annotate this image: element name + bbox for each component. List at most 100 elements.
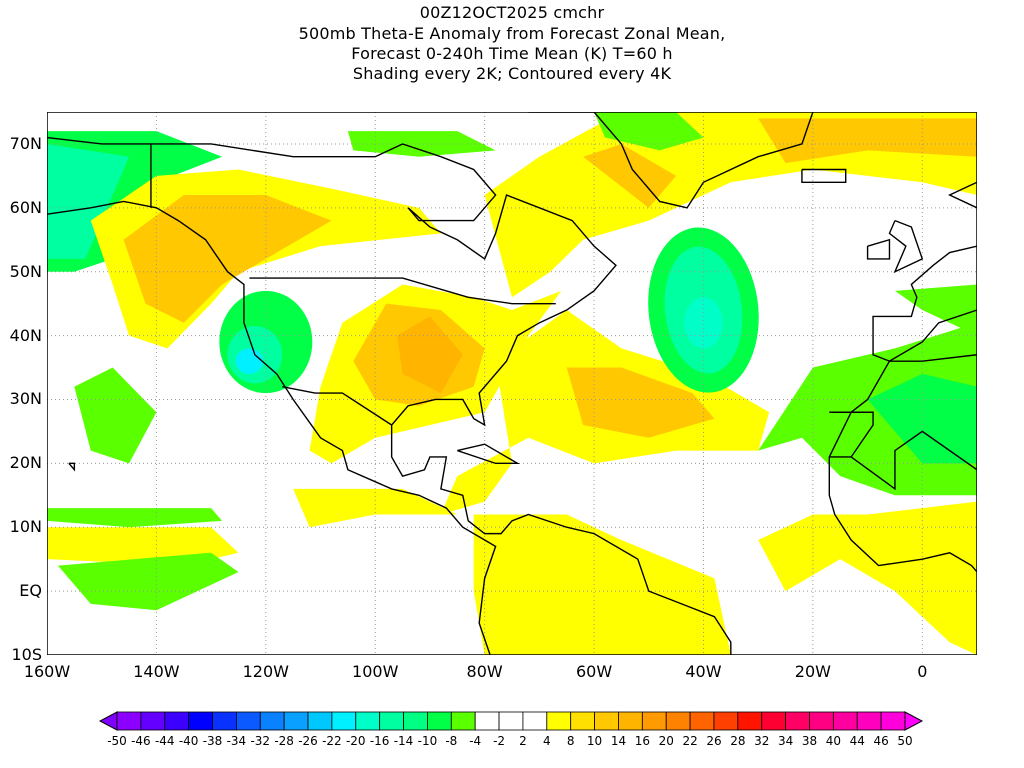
colorbar-label: -14 (393, 734, 414, 748)
lon-label: 0 (917, 662, 928, 681)
colorbar-swatch (809, 711, 834, 731)
lon-label: 140W (133, 662, 180, 681)
ireland-coast (868, 240, 890, 259)
colorbar-label: 40 (825, 734, 841, 748)
colorbar-swatch (235, 711, 261, 731)
sahel-borders (851, 431, 977, 488)
colorbar-swatch (761, 711, 787, 731)
colorbar-label: -40 (178, 734, 199, 748)
lat-label: 70N (9, 133, 42, 153)
title-line-2: 500mb Theta-E Anomaly from Forecast Zona… (298, 24, 726, 43)
colorbar-swatch (188, 711, 213, 731)
colorbar-label: -2 (493, 734, 506, 748)
colorbar-swatch (713, 711, 739, 731)
colorbar-swatch (498, 711, 524, 731)
colorbar-swatch (785, 711, 810, 731)
greenland-cold (594, 112, 704, 151)
colorbar-swatch (594, 711, 619, 731)
colorbar-low-triangle (98, 711, 118, 731)
colorbar-swatch (689, 711, 715, 731)
anomaly-shading (47, 112, 977, 655)
norway-sea-warm-core (758, 118, 977, 164)
colorbar-label: -44 (154, 734, 175, 748)
colorbar-label: 38 (801, 734, 818, 748)
colorbar-label: 20 (658, 734, 674, 748)
colorbar-label: -28 (274, 734, 294, 748)
western-europe-coast (873, 246, 977, 361)
arctic-cold (347, 131, 496, 157)
colorbar-label: -50 (107, 734, 127, 748)
colorbar-swatch (427, 711, 452, 731)
pacific-cold-band (47, 508, 223, 528)
colorbar-label: 26 (706, 734, 722, 748)
north-america-west-coast (47, 201, 496, 655)
colorbar-swatch (379, 711, 404, 731)
colorbar-label: 8 (566, 734, 575, 748)
colorbar-label: 34 (777, 734, 794, 748)
us-mexico-border (282, 387, 391, 425)
colorbar-swatch (665, 711, 691, 731)
colorbar-label: 50 (897, 734, 913, 748)
colorbar-label: -10 (417, 734, 438, 748)
south-america-warm (473, 514, 731, 655)
colorbar-label: 32 (754, 734, 770, 748)
colorbar-label: 4 (542, 734, 551, 748)
colorbar-high-triangle (904, 711, 924, 731)
colorbar-swatch (164, 711, 190, 731)
lat-label: 10S (11, 645, 42, 664)
colorbar-swatch (116, 711, 142, 731)
title-line-4: Shading every 2K; Contoured every 4K (352, 64, 672, 83)
colorbar-label: -46 (131, 734, 151, 748)
lon-label: 80W (466, 662, 503, 681)
colorbar-swatch (570, 711, 595, 731)
lon-label: 120W (242, 662, 289, 681)
colorbar-swatch (880, 711, 906, 731)
lon-label: 20W (794, 662, 831, 681)
lat-label: 50N (9, 261, 42, 281)
colorbar-swatch (618, 711, 643, 731)
lat-label: 20N (9, 453, 42, 473)
colorbar-swatch (856, 711, 882, 731)
coastlines (47, 112, 977, 655)
britain-coast (889, 221, 922, 272)
colorbar-swatch (737, 711, 763, 731)
colorbar-label: 28 (730, 734, 746, 748)
colorbar-swatch (474, 711, 500, 731)
lat-label: 60N (9, 197, 42, 217)
lat-label: 10N (9, 517, 42, 537)
colorbar-label: -26 (298, 734, 318, 748)
colorbar-swatch (522, 711, 548, 731)
sahara-cold-core (867, 373, 977, 464)
us-warm-center (397, 316, 463, 394)
pacific-swirl-cold (74, 367, 157, 464)
west-africa-coast (829, 361, 977, 572)
colorbar-label: -16 (369, 734, 390, 748)
colorbar-label: -8 (445, 734, 458, 748)
colorbar-label: 16 (634, 734, 650, 748)
west-africa-warm (758, 501, 977, 655)
colorbar-swatch (283, 711, 309, 731)
colorbar-label: -22 (322, 734, 342, 748)
lat-label: EQ (19, 581, 42, 601)
colorbar-label: -4 (469, 734, 482, 748)
grid-lines (47, 112, 977, 655)
colorbar-label: 14 (610, 734, 627, 748)
mid-atlantic-cold-center (684, 297, 723, 349)
labrador-warm-core (583, 143, 677, 208)
equatorial-cold-band (57, 552, 239, 611)
colorbar (98, 711, 924, 731)
colorbar-swatch (450, 711, 476, 731)
europe-cold (894, 284, 977, 336)
colorbar-swatch (355, 711, 381, 731)
colorbar-label: 44 (849, 734, 865, 748)
lon-label: 100W (352, 662, 399, 681)
norway-coast (950, 182, 977, 208)
hawaii-coast (69, 463, 74, 469)
colorbar-swatch (259, 711, 285, 731)
colorbar-label: 2 (519, 734, 527, 748)
colorbar-swatch (212, 711, 237, 731)
colorbar-label: 46 (873, 734, 889, 748)
colorbar-label: 10 (586, 734, 603, 748)
canada-warm-core (123, 195, 332, 323)
western-sahara-border (829, 412, 873, 457)
